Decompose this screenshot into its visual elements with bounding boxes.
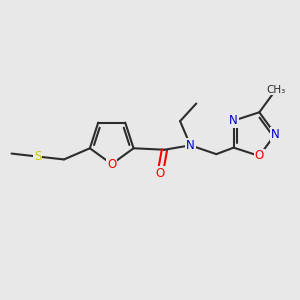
- Text: O: O: [155, 167, 165, 180]
- Text: CH₃: CH₃: [266, 85, 286, 94]
- Text: N: N: [186, 139, 195, 152]
- Text: O: O: [107, 158, 116, 171]
- Text: O: O: [255, 149, 264, 163]
- Text: N: N: [271, 128, 280, 141]
- Text: S: S: [34, 150, 41, 163]
- Text: N: N: [229, 114, 238, 127]
